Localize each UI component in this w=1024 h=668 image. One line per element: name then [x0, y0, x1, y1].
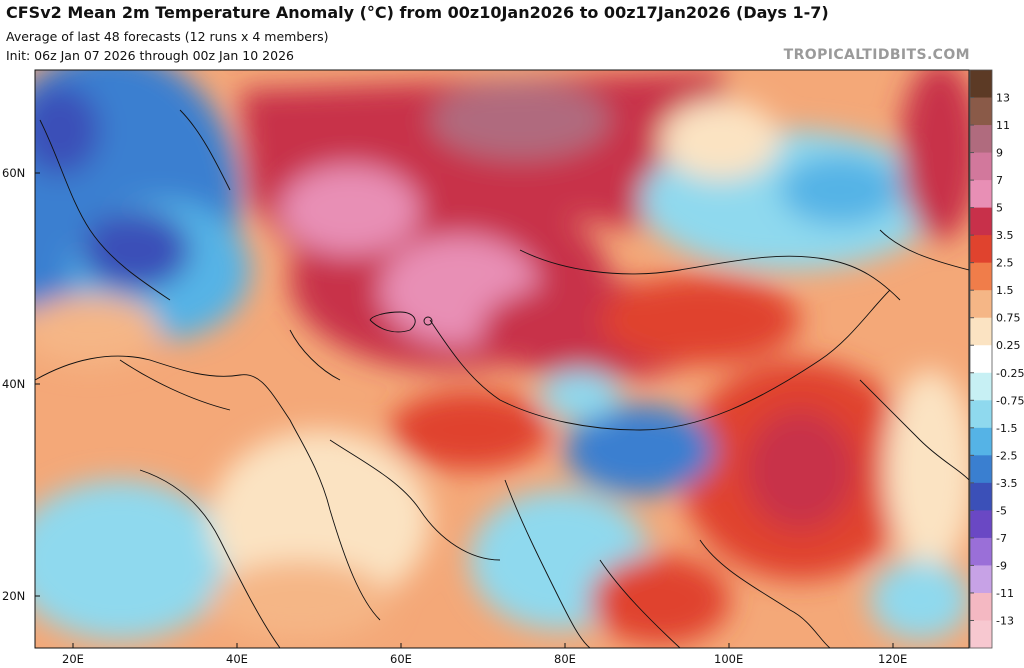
colorbar-label: -3.5: [996, 477, 1017, 490]
lon-label-80e: 80E: [554, 652, 576, 666]
colorbar-label: -1.5: [996, 422, 1017, 435]
site-credit: TROPICALTIDBITS.COM: [783, 47, 970, 63]
colorbar-swatch: [970, 125, 992, 154]
colorbar-label: -0.25: [996, 367, 1024, 380]
colorbar-label: 0.25: [996, 339, 1021, 352]
colorbar-label: 7: [996, 174, 1003, 187]
lat-label-40n: 40N: [2, 377, 25, 391]
anomaly-field: [35, 70, 969, 648]
lat-label-20n: 20N: [2, 589, 25, 603]
colorbar-swatch: [970, 537, 992, 566]
lat-label-60n: 60N: [2, 166, 25, 180]
colorbar-label: -13: [996, 614, 1014, 627]
colorbar-swatch: [970, 235, 992, 264]
colorbar-label: 13: [996, 92, 1010, 105]
colorbar-swatch: [970, 180, 992, 209]
map-subtitle: Average of last 48 forecasts (12 runs x …: [6, 29, 329, 44]
colorbar-label: -11: [996, 587, 1014, 600]
colorbar: 13 11 9 7 5 3.5 2.5 1.5 0.75 0.25 -0.25 -0.75 -1.5 -2…: [969, 69, 1024, 649]
longitude-axis: 20E 40E 60E 80E 100E 120E: [62, 643, 907, 666]
colorbar-swatch: [970, 317, 992, 346]
map-frame: [34, 69, 970, 649]
colorbar-swatch: [970, 207, 992, 236]
colorbar-label: 5: [996, 202, 1003, 215]
colorbar-label: 2.5: [996, 257, 1014, 270]
colorbar-label: 9: [996, 147, 1003, 160]
latitude-axis: 60N 40N 20N: [2, 166, 40, 603]
lon-label-60e: 60E: [390, 652, 412, 666]
lon-label-40e: 40E: [226, 652, 248, 666]
colorbar-swatch: [970, 592, 992, 621]
colorbar-swatch: [970, 152, 992, 181]
colorbar-frame: [969, 69, 993, 649]
lon-label-20e: 20E: [62, 652, 84, 666]
colorbar-label: -7: [996, 532, 1007, 545]
colorbar-label: 0.75: [996, 312, 1021, 325]
colorbar-swatch: [970, 262, 992, 291]
lon-label-100e: 100E: [714, 652, 743, 666]
colorbar-label: 3.5: [996, 229, 1014, 242]
colorbar-label: -2.5: [996, 449, 1017, 462]
init-time: Init: 06z Jan 07 2026 through 00z Jan 10…: [6, 48, 294, 63]
colorbar-swatch: [970, 620, 992, 649]
colorbar-swatch: [970, 372, 992, 401]
colorbar-swatch: [970, 400, 992, 429]
colorbar-swatch: [970, 345, 992, 374]
colorbar-swatch: [970, 97, 992, 126]
coastlines: [35, 109, 969, 648]
colorbar-swatch: [970, 510, 992, 539]
colorbar-label: -5: [996, 504, 1007, 517]
colorbar-label: -9: [996, 559, 1007, 572]
colorbar-label: 11: [996, 119, 1010, 132]
colorbar-label: 1.5: [996, 284, 1014, 297]
lon-label-120e: 120E: [878, 652, 907, 666]
colorbar-label: -0.75: [996, 394, 1024, 407]
colorbar-swatch: [970, 427, 992, 456]
map-title: CFSv2 Mean 2m Temperature Anomaly (°C) f…: [6, 3, 829, 22]
colorbar-swatch: [970, 565, 992, 594]
colorbar-swatch: [970, 70, 992, 99]
colorbar-swatch: [970, 482, 992, 511]
colorbar-swatch: [970, 290, 992, 319]
colorbar-swatch: [970, 455, 992, 484]
